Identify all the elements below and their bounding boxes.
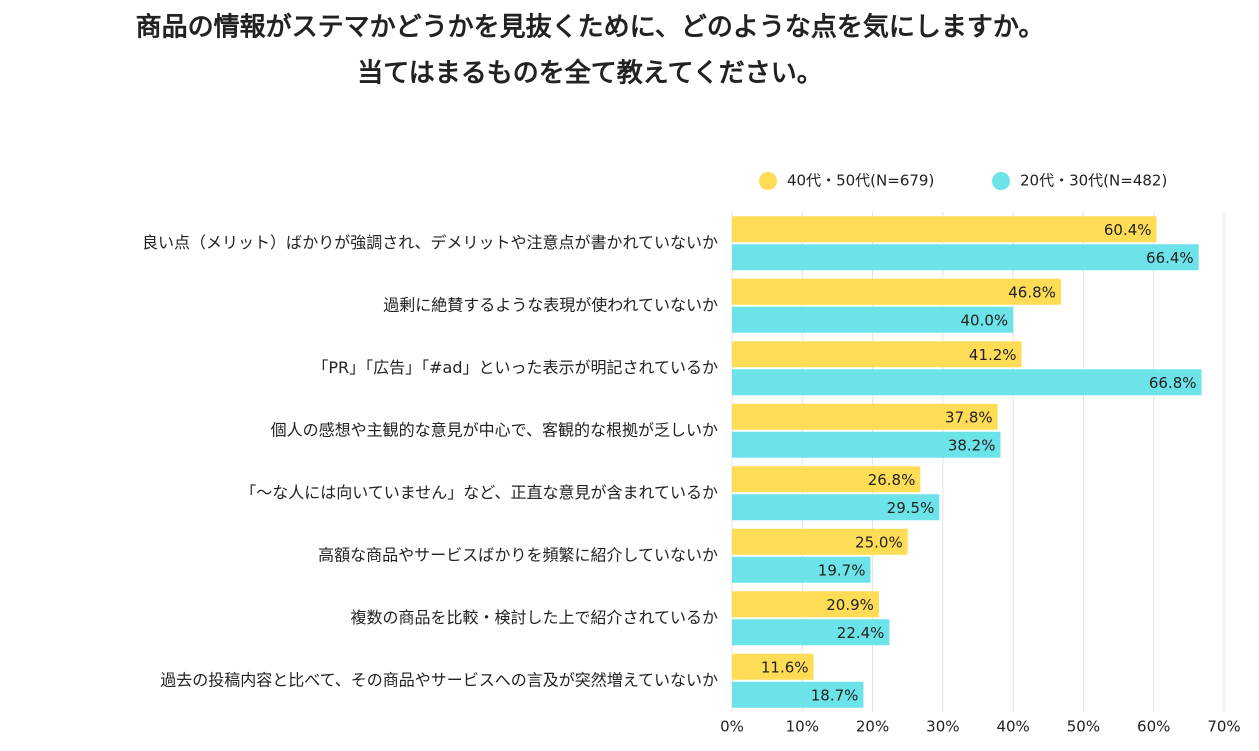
y-tick-label: 過剰に絶賛するような表現が使われていないか	[383, 295, 718, 314]
x-tick-label: 20%	[856, 718, 889, 736]
value-label: 37.8%	[945, 408, 993, 426]
bar	[732, 278, 1061, 305]
value-label: 66.8%	[1149, 374, 1197, 392]
legend-label: 40代・50代(N=679)	[787, 172, 934, 190]
y-tick-label: 個人の感想や主観的な意見が中心で、客観的な根拠が乏しいか	[271, 420, 718, 439]
x-tick-label: 0%	[720, 718, 744, 736]
x-tick-label: 10%	[786, 718, 819, 736]
x-tick-label: 50%	[1067, 718, 1100, 736]
bar	[732, 591, 879, 618]
bar	[732, 681, 864, 708]
bar	[732, 494, 940, 521]
legend-label: 20代・30代(N=482)	[1020, 172, 1167, 190]
bar	[732, 431, 1001, 458]
bar	[732, 403, 998, 430]
x-tick-label: 60%	[1137, 718, 1170, 736]
value-label: 66.4%	[1146, 249, 1194, 267]
bar	[732, 653, 814, 680]
bar	[732, 306, 1014, 333]
x-tick-label: 30%	[926, 718, 959, 736]
value-label: 60.4%	[1104, 221, 1152, 239]
y-tick-label: 過去の投稿内容と比べて、その商品やサービスへの言及が突然増えていないか	[160, 670, 718, 689]
bar	[732, 244, 1199, 271]
bar	[732, 556, 871, 583]
legend-swatch	[992, 172, 1010, 190]
value-label: 25.0%	[855, 533, 903, 551]
y-tick-label: 高額な商品やサービスばかりを頻繁に紹介していないか	[318, 545, 718, 564]
y-tick-label: 「～な人には向いていません」など、正直な意見が含まれているか	[240, 483, 718, 502]
value-label: 18.7%	[811, 686, 859, 704]
value-label: 26.8%	[868, 471, 916, 489]
value-label: 22.4%	[837, 624, 885, 642]
bar	[732, 216, 1157, 243]
value-label: 11.6%	[761, 658, 809, 676]
y-tick-label: 「PR」「広告」「#ad」といった表示が明記されているか	[312, 358, 718, 377]
legend-swatch	[759, 172, 777, 190]
bar	[732, 466, 921, 493]
value-label: 19.7%	[818, 561, 866, 579]
y-tick-label: 良い点（メリット）ばかりが強調され、デメリットや注意点が書かれていないか	[142, 233, 718, 252]
bar	[732, 369, 1202, 396]
value-label: 41.2%	[969, 346, 1017, 364]
x-tick-label: 40%	[996, 718, 1029, 736]
value-label: 40.0%	[960, 311, 1008, 329]
chart-title: 当てはまるものを全て教えてください。	[357, 58, 822, 89]
value-label: 38.2%	[948, 436, 996, 454]
x-tick-label: 70%	[1207, 718, 1240, 736]
y-tick-label: 複数の商品を比較・検討した上で紹介されているか	[350, 608, 718, 627]
bar	[732, 619, 890, 646]
bar	[732, 528, 908, 555]
value-label: 20.9%	[826, 596, 874, 614]
bar	[732, 341, 1022, 368]
chart-title: 商品の情報がステマかどうかを見抜くために、どのような点を気にしますか。	[136, 12, 1045, 43]
value-label: 46.8%	[1008, 283, 1056, 301]
value-label: 29.5%	[887, 499, 935, 517]
